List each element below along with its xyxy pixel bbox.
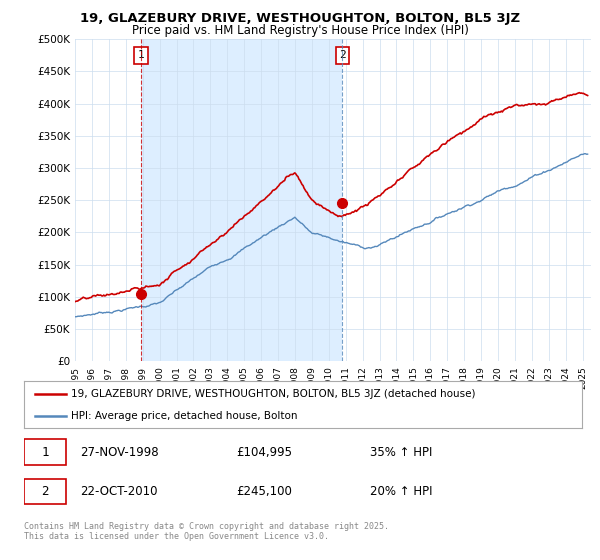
Text: 1: 1 [137, 50, 145, 60]
Text: 19, GLAZEBURY DRIVE, WESTHOUGHTON, BOLTON, BL5 3JZ: 19, GLAZEBURY DRIVE, WESTHOUGHTON, BOLTO… [80, 12, 520, 25]
Text: £245,100: £245,100 [236, 485, 292, 498]
Text: 27-NOV-1998: 27-NOV-1998 [80, 446, 158, 459]
Text: 22-OCT-2010: 22-OCT-2010 [80, 485, 157, 498]
Text: Price paid vs. HM Land Registry's House Price Index (HPI): Price paid vs. HM Land Registry's House … [131, 24, 469, 37]
FancyBboxPatch shape [24, 439, 66, 465]
Text: 2: 2 [339, 50, 346, 60]
FancyBboxPatch shape [24, 479, 66, 505]
Text: 2: 2 [41, 485, 49, 498]
Text: HPI: Average price, detached house, Bolton: HPI: Average price, detached house, Bolt… [71, 410, 298, 421]
Text: 1: 1 [41, 446, 49, 459]
Text: 20% ↑ HPI: 20% ↑ HPI [370, 485, 433, 498]
Text: Contains HM Land Registry data © Crown copyright and database right 2025.
This d: Contains HM Land Registry data © Crown c… [24, 522, 389, 542]
Text: 35% ↑ HPI: 35% ↑ HPI [370, 446, 433, 459]
Bar [141, 39, 343, 361]
Text: £104,995: £104,995 [236, 446, 292, 459]
Text: 19, GLAZEBURY DRIVE, WESTHOUGHTON, BOLTON, BL5 3JZ (detached house): 19, GLAZEBURY DRIVE, WESTHOUGHTON, BOLTO… [71, 389, 476, 399]
